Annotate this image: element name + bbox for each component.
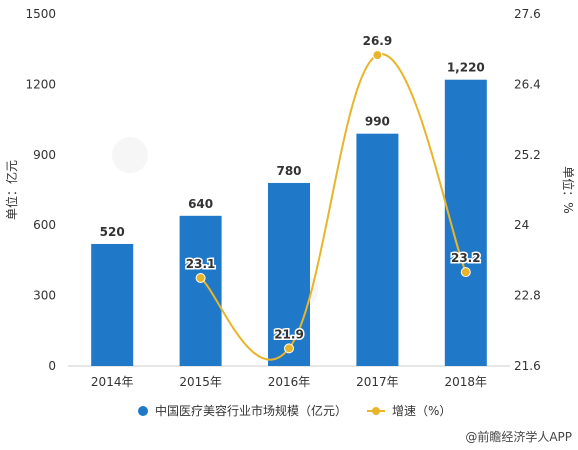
bar-value-label: 520	[100, 225, 125, 239]
growth-point	[372, 50, 383, 61]
x-tick-label: 2016年	[268, 375, 311, 389]
bar-value-label: 640	[188, 197, 213, 211]
left-tick-label: 1200	[25, 77, 56, 91]
legend-bar-marker	[138, 406, 148, 416]
left-axis: 0 300 600 900 1200 1500	[25, 7, 56, 373]
growth-points	[195, 50, 471, 354]
bar-series	[91, 79, 487, 366]
right-axis: 21.6 22.8 24 25.2 26.4 27.6	[514, 7, 541, 373]
right-tick-label: 21.6	[514, 359, 541, 373]
growth-point	[284, 343, 294, 354]
right-tick-label: 25.2	[514, 148, 541, 162]
legend-bar-label: 中国医疗美容行业市场规模（亿元）	[155, 403, 347, 418]
growth-value-label: 26.9	[363, 34, 393, 48]
x-tick-label: 2014年	[91, 375, 134, 389]
left-tick-label: 0	[48, 359, 56, 373]
left-tick-label: 1500	[25, 7, 56, 21]
growth-point	[460, 267, 471, 278]
x-tick-label: 2015年	[179, 375, 222, 389]
right-tick-label: 24	[514, 218, 529, 232]
legend-line-dot	[372, 407, 380, 415]
right-tick-label: 26.4	[514, 77, 541, 91]
bar-value-label: 780	[276, 164, 301, 178]
growth-line	[199, 53, 467, 361]
right-tick-label: 22.8	[514, 289, 541, 303]
legend-line-label: 增速（%）	[392, 404, 451, 418]
growth-value-label: 23.2	[451, 251, 481, 265]
legend: 中国医疗美容行业市场规模（亿元） 增速（%）	[138, 403, 451, 418]
bar-value-label: 990	[365, 115, 390, 129]
bar-labels: 520 640 780 990 1,220	[100, 61, 485, 239]
growth-labels: 23.1 21.9 26.9 23.2	[184, 33, 482, 343]
growth-value-label: 21.9	[274, 327, 304, 341]
credit-text: @前瞻经济学人APP	[465, 429, 572, 444]
x-tick-label: 2018年	[445, 375, 488, 389]
bar-value-label: 1,220	[447, 61, 485, 75]
left-tick-label: 900	[33, 148, 56, 162]
x-axis: 2014年 2015年 2016年 2017年 2018年	[91, 375, 487, 389]
x-tick-label: 2017年	[356, 375, 399, 389]
growth-value-label: 23.1	[186, 257, 216, 271]
left-tick-label: 300	[33, 289, 56, 303]
bar	[179, 215, 222, 366]
bar	[268, 182, 310, 366]
y2-axis-label: 单位：%	[561, 166, 576, 213]
bar	[91, 243, 134, 366]
growth-point	[195, 273, 206, 283]
left-tick-label: 600	[33, 218, 56, 232]
right-tick-label: 27.6	[514, 7, 541, 21]
bar	[356, 133, 399, 366]
y-axis-label: 单位：亿元	[4, 160, 19, 220]
